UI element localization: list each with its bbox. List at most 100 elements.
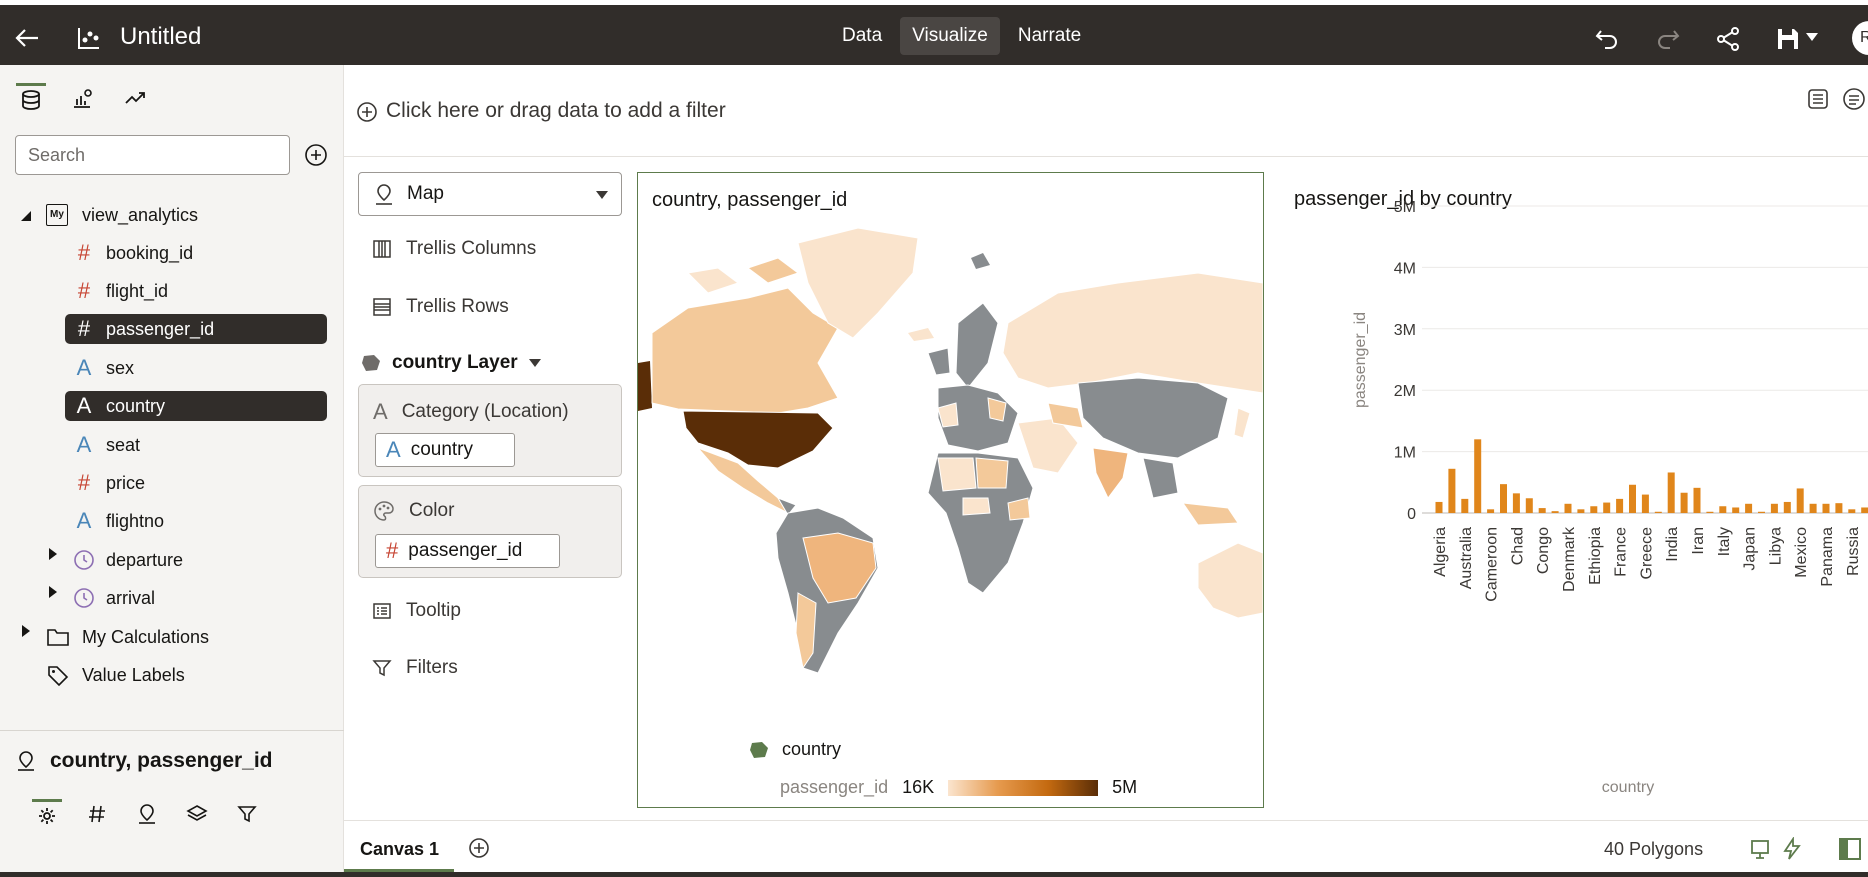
country-shape[interactable] <box>802 532 877 604</box>
bar[interactable] <box>1809 503 1817 513</box>
field-arrival[interactable]: arrival <box>72 583 155 613</box>
country-shape[interactable] <box>1017 417 1079 474</box>
add-canvas-icon[interactable] <box>468 837 490 859</box>
bar[interactable] <box>1796 488 1804 513</box>
world-map[interactable] <box>638 213 1263 693</box>
country-shape[interactable] <box>937 402 959 428</box>
presentation-icon[interactable] <box>1748 837 1772 861</box>
expand-caret-icon[interactable] <box>46 585 60 599</box>
tab-visualize[interactable]: Visualize <box>900 17 1000 55</box>
bar[interactable] <box>1732 507 1740 513</box>
country-shape[interactable] <box>955 302 999 389</box>
bar[interactable] <box>1706 511 1714 513</box>
bar[interactable] <box>1616 498 1624 513</box>
country-shape[interactable] <box>746 257 800 284</box>
country-shape[interactable] <box>1002 272 1263 394</box>
add-filter-icon[interactable] <box>356 101 378 123</box>
color-drop[interactable]: Color # passenger_id <box>358 485 622 578</box>
bar[interactable] <box>1848 509 1856 513</box>
trellis-columns-drop[interactable]: Trellis Columns <box>372 238 536 260</box>
bar[interactable] <box>1667 472 1675 513</box>
field-passenger-id[interactable]: # passenger_id <box>65 314 327 344</box>
panel-toggle-icon[interactable] <box>1838 837 1862 861</box>
share-icon[interactable] <box>1714 25 1742 53</box>
collapse-caret-icon[interactable] <box>19 209 33 223</box>
values-properties-tab[interactable] <box>82 799 112 829</box>
tooltip-drop[interactable]: Tooltip <box>372 600 461 622</box>
my-calculations-folder[interactable]: My Calculations <box>46 622 209 652</box>
filter-hint[interactable]: Click here or drag data to add a filter <box>386 99 726 122</box>
bar[interactable] <box>1577 509 1585 513</box>
bar[interactable] <box>1435 501 1443 513</box>
bar[interactable] <box>1861 507 1868 513</box>
filters-drop[interactable]: Filters <box>372 657 458 679</box>
passenger-id-pill[interactable]: # passenger_id <box>375 534 560 568</box>
country-shape[interactable] <box>1142 457 1179 499</box>
bar[interactable] <box>1525 498 1533 513</box>
country-shape[interactable] <box>1047 402 1084 429</box>
bar[interactable] <box>1512 493 1520 513</box>
search-input[interactable] <box>15 135 290 175</box>
country-shape[interactable] <box>1233 407 1251 439</box>
bar[interactable] <box>1641 494 1649 513</box>
bar[interactable] <box>1474 439 1482 513</box>
canvas-tab[interactable]: Canvas 1 <box>344 821 454 873</box>
country-shape[interactable] <box>686 267 740 294</box>
bar[interactable] <box>1487 509 1495 513</box>
undo-icon[interactable] <box>1593 25 1621 53</box>
country-shape[interactable] <box>776 497 797 516</box>
bar[interactable] <box>1461 498 1469 513</box>
trellis-rows-drop[interactable]: Trellis Rows <box>372 296 509 318</box>
filter-bar[interactable]: Click here or drag data to add a filter <box>344 65 1868 157</box>
redo-icon[interactable] <box>1654 25 1682 53</box>
country-shape[interactable] <box>795 592 817 670</box>
country-shape[interactable] <box>987 397 1007 422</box>
field-price[interactable]: # price <box>72 468 145 498</box>
bar[interactable] <box>1719 506 1727 513</box>
tab-data[interactable]: Data <box>842 25 883 46</box>
general-properties-tab[interactable] <box>32 799 62 829</box>
field-departure[interactable]: departure <box>72 545 183 575</box>
bar[interactable] <box>1835 503 1843 513</box>
expand-caret-icon[interactable] <box>46 547 60 561</box>
filter-options-icon[interactable] <box>1840 85 1868 113</box>
country-shape[interactable] <box>927 347 951 376</box>
bar[interactable] <box>1654 511 1662 513</box>
save-icon[interactable] <box>1774 25 1802 53</box>
source-view-analytics[interactable]: My view_analytics <box>46 200 198 230</box>
user-avatar[interactable]: R <box>1852 21 1868 55</box>
filter-properties-tab[interactable] <box>232 799 262 829</box>
country-shape[interactable] <box>962 497 991 516</box>
bar[interactable] <box>1590 506 1598 513</box>
country-shape[interactable] <box>1077 377 1229 459</box>
expand-caret-icon[interactable] <box>19 624 33 638</box>
layer-selector[interactable]: country Layer <box>360 352 542 374</box>
country-shape[interactable] <box>1092 447 1129 499</box>
bar[interactable] <box>1500 484 1507 513</box>
analytics-tab[interactable] <box>120 83 150 113</box>
auto-apply-icon[interactable] <box>1804 85 1832 113</box>
country-shape[interactable] <box>1181 502 1239 526</box>
value-labels-item[interactable]: Value Labels <box>46 660 185 690</box>
country-shape[interactable] <box>1197 542 1263 619</box>
bar[interactable] <box>1680 492 1688 513</box>
country-shape[interactable] <box>1007 497 1031 521</box>
country-shape[interactable] <box>638 361 652 411</box>
back-arrow-icon[interactable] <box>12 23 42 53</box>
bar[interactable] <box>1822 503 1830 513</box>
bar[interactable] <box>1448 468 1456 513</box>
bar[interactable] <box>1783 501 1791 513</box>
bar[interactable] <box>1745 503 1753 513</box>
country-shape[interactable] <box>975 457 1009 489</box>
workbook-title[interactable]: Untitled <box>120 23 202 50</box>
viz-type-select[interactable]: Map <box>358 172 622 216</box>
map-visualization[interactable]: country, passenger_id <box>637 172 1264 808</box>
bar[interactable] <box>1629 484 1636 513</box>
country-shape[interactable] <box>937 457 977 492</box>
field-flight-id[interactable]: # flight_id <box>72 276 168 306</box>
